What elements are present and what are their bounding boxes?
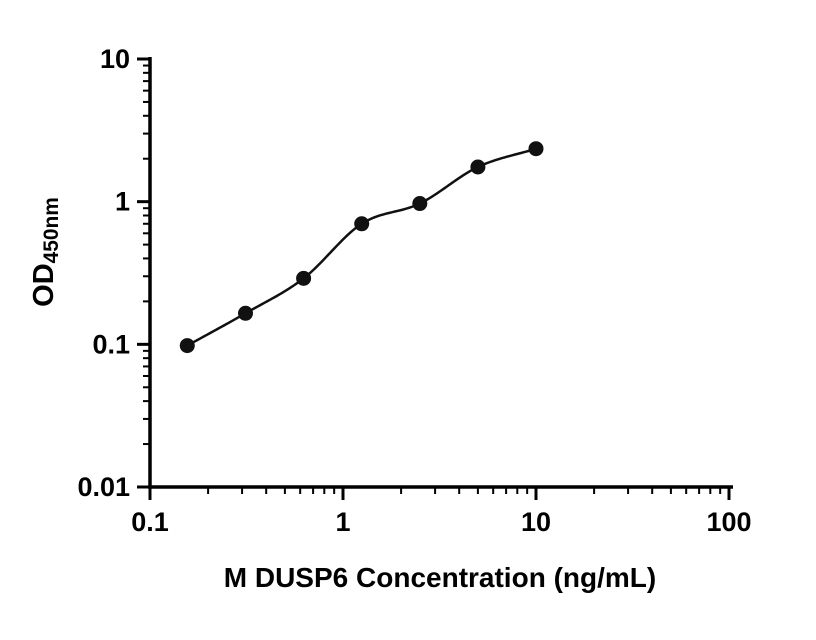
data-point [354, 216, 370, 232]
y-axis-title-subscript: 450nm [39, 197, 63, 264]
data-point [470, 159, 486, 175]
data-point [238, 305, 254, 321]
x-axis-tick-label: 0.1 [131, 507, 169, 537]
y-axis-tick-label: 10 [100, 44, 130, 74]
data-point [296, 270, 312, 286]
y-axis-title-main: OD [28, 263, 61, 307]
data-point [179, 338, 195, 354]
y-axis-tick-label: 1 [115, 187, 130, 217]
x-axis-title: M DUSP6 Concentration (ng/mL) [223, 562, 657, 593]
x-axis-tick-label: 100 [706, 507, 751, 537]
y-axis-title: OD450nm [28, 197, 64, 307]
y-axis-tick-label: 0.01 [77, 472, 130, 502]
data-point [412, 196, 428, 212]
x-axis-tick-label: 1 [335, 507, 350, 537]
y-axis-tick-label: 0.1 [92, 329, 130, 359]
data-point [528, 141, 544, 157]
x-axis-tick-label: 10 [521, 507, 551, 537]
